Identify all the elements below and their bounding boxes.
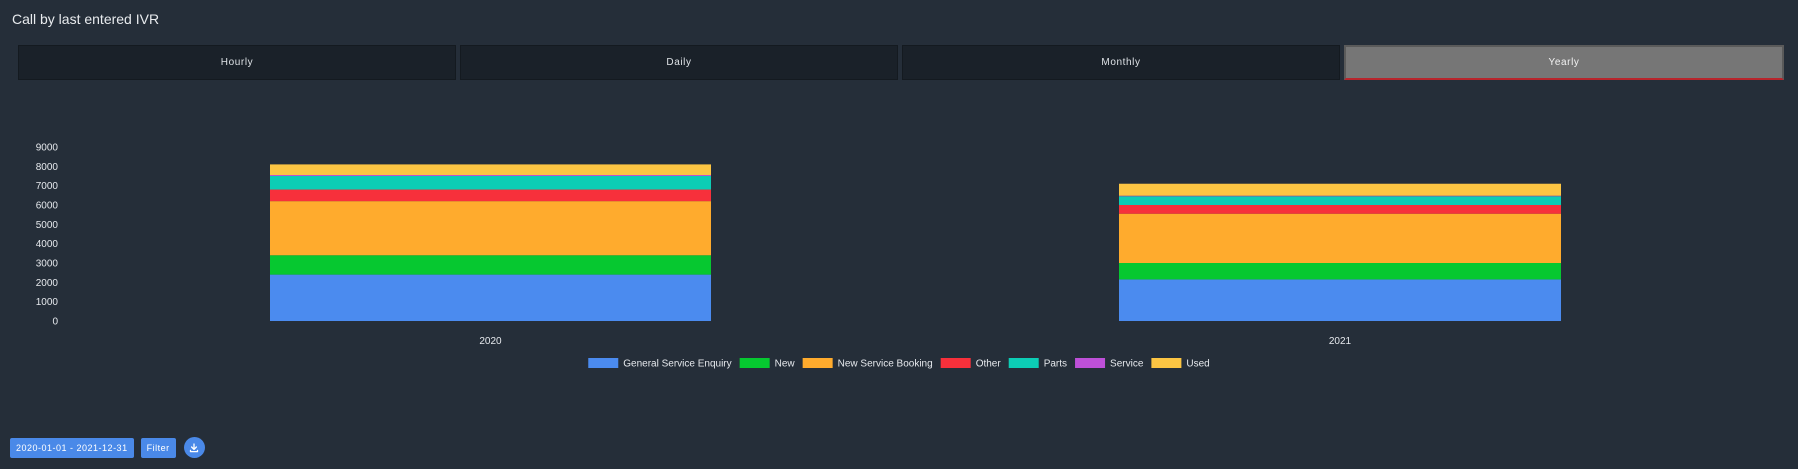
x-tick-label: 2020 <box>479 336 502 347</box>
download-button[interactable] <box>183 437 205 458</box>
tab-yearly[interactable]: Yearly <box>1344 45 1784 80</box>
date-range-button[interactable]: 2020-01-01 - 2021-12-31 <box>10 437 134 458</box>
bar-segment-2020-service <box>270 175 711 176</box>
bar-segment-2021-general-service-enquiry <box>1119 279 1561 321</box>
y-tick-label: 4000 <box>36 239 59 250</box>
filter-button[interactable]: Filter <box>140 437 176 458</box>
legend-label: General Service Enquiry <box>623 359 731 370</box>
y-tick-label: 9000 <box>36 143 59 154</box>
y-tick-label: 5000 <box>36 220 59 231</box>
stacked-bar-chart: 0 1000 2000 3000 4000 5000 6000 7000 8000 9000 202… <box>36 143 1561 370</box>
legend-label: Parts <box>1044 359 1067 370</box>
page-title: Call by last entered IVR <box>12 11 160 27</box>
tab-hourly[interactable]: Hourly <box>18 45 456 80</box>
legend-swatch-other <box>940 358 971 368</box>
y-tick-label: 0 <box>52 317 58 328</box>
bar-segment-2020-other <box>270 189 711 202</box>
bar-segment-2020-new-service-booking <box>270 201 711 256</box>
y-tick-label: 3000 <box>36 259 59 270</box>
legend-label: Used <box>1186 359 1209 370</box>
legend-label: New Service Booking <box>838 359 933 370</box>
bar-segment-2020-general-service-enquiry <box>270 274 711 321</box>
legend-label: Service <box>1110 359 1144 370</box>
download-icon <box>189 442 199 452</box>
legend-swatch-new <box>739 358 770 368</box>
bar-segment-2021-parts <box>1119 196 1561 205</box>
y-tick-label: 6000 <box>36 201 59 212</box>
legend-swatch-service <box>1075 358 1106 368</box>
legend-label: New <box>775 359 796 370</box>
y-tick-label: 1000 <box>36 297 59 308</box>
legend-swatch-general-service-enquiry <box>588 358 619 368</box>
bar-segment-2021-new-service-booking <box>1119 213 1561 263</box>
legend-label: Other <box>976 359 1002 370</box>
bar-segment-2021-new <box>1119 263 1561 280</box>
bar-segment-2021-service <box>1119 195 1561 197</box>
bar-segment-2020-new <box>270 255 711 275</box>
legend-swatch-new-service-booking <box>802 358 833 368</box>
y-tick-label: 8000 <box>36 162 59 173</box>
y-tick-label: 2000 <box>36 278 59 289</box>
y-tick-label: 7000 <box>36 181 59 192</box>
x-tick-label: 2021 <box>1329 336 1352 347</box>
bar-segment-2021-used <box>1119 183 1561 196</box>
bar-segment-2020-parts <box>270 176 711 190</box>
period-tabs: Hourly Daily Monthly Yearly <box>18 45 1784 80</box>
tab-monthly[interactable]: Monthly <box>902 45 1340 80</box>
bar-segment-2021-other <box>1119 205 1561 214</box>
tab-daily[interactable]: Daily <box>460 45 898 80</box>
chart-controls: 2020-01-01 - 2021-12-31 Filter <box>10 437 205 458</box>
bar-segment-2020-used <box>270 164 711 176</box>
legend-swatch-parts <box>1008 358 1039 368</box>
legend-swatch-used <box>1151 358 1182 368</box>
